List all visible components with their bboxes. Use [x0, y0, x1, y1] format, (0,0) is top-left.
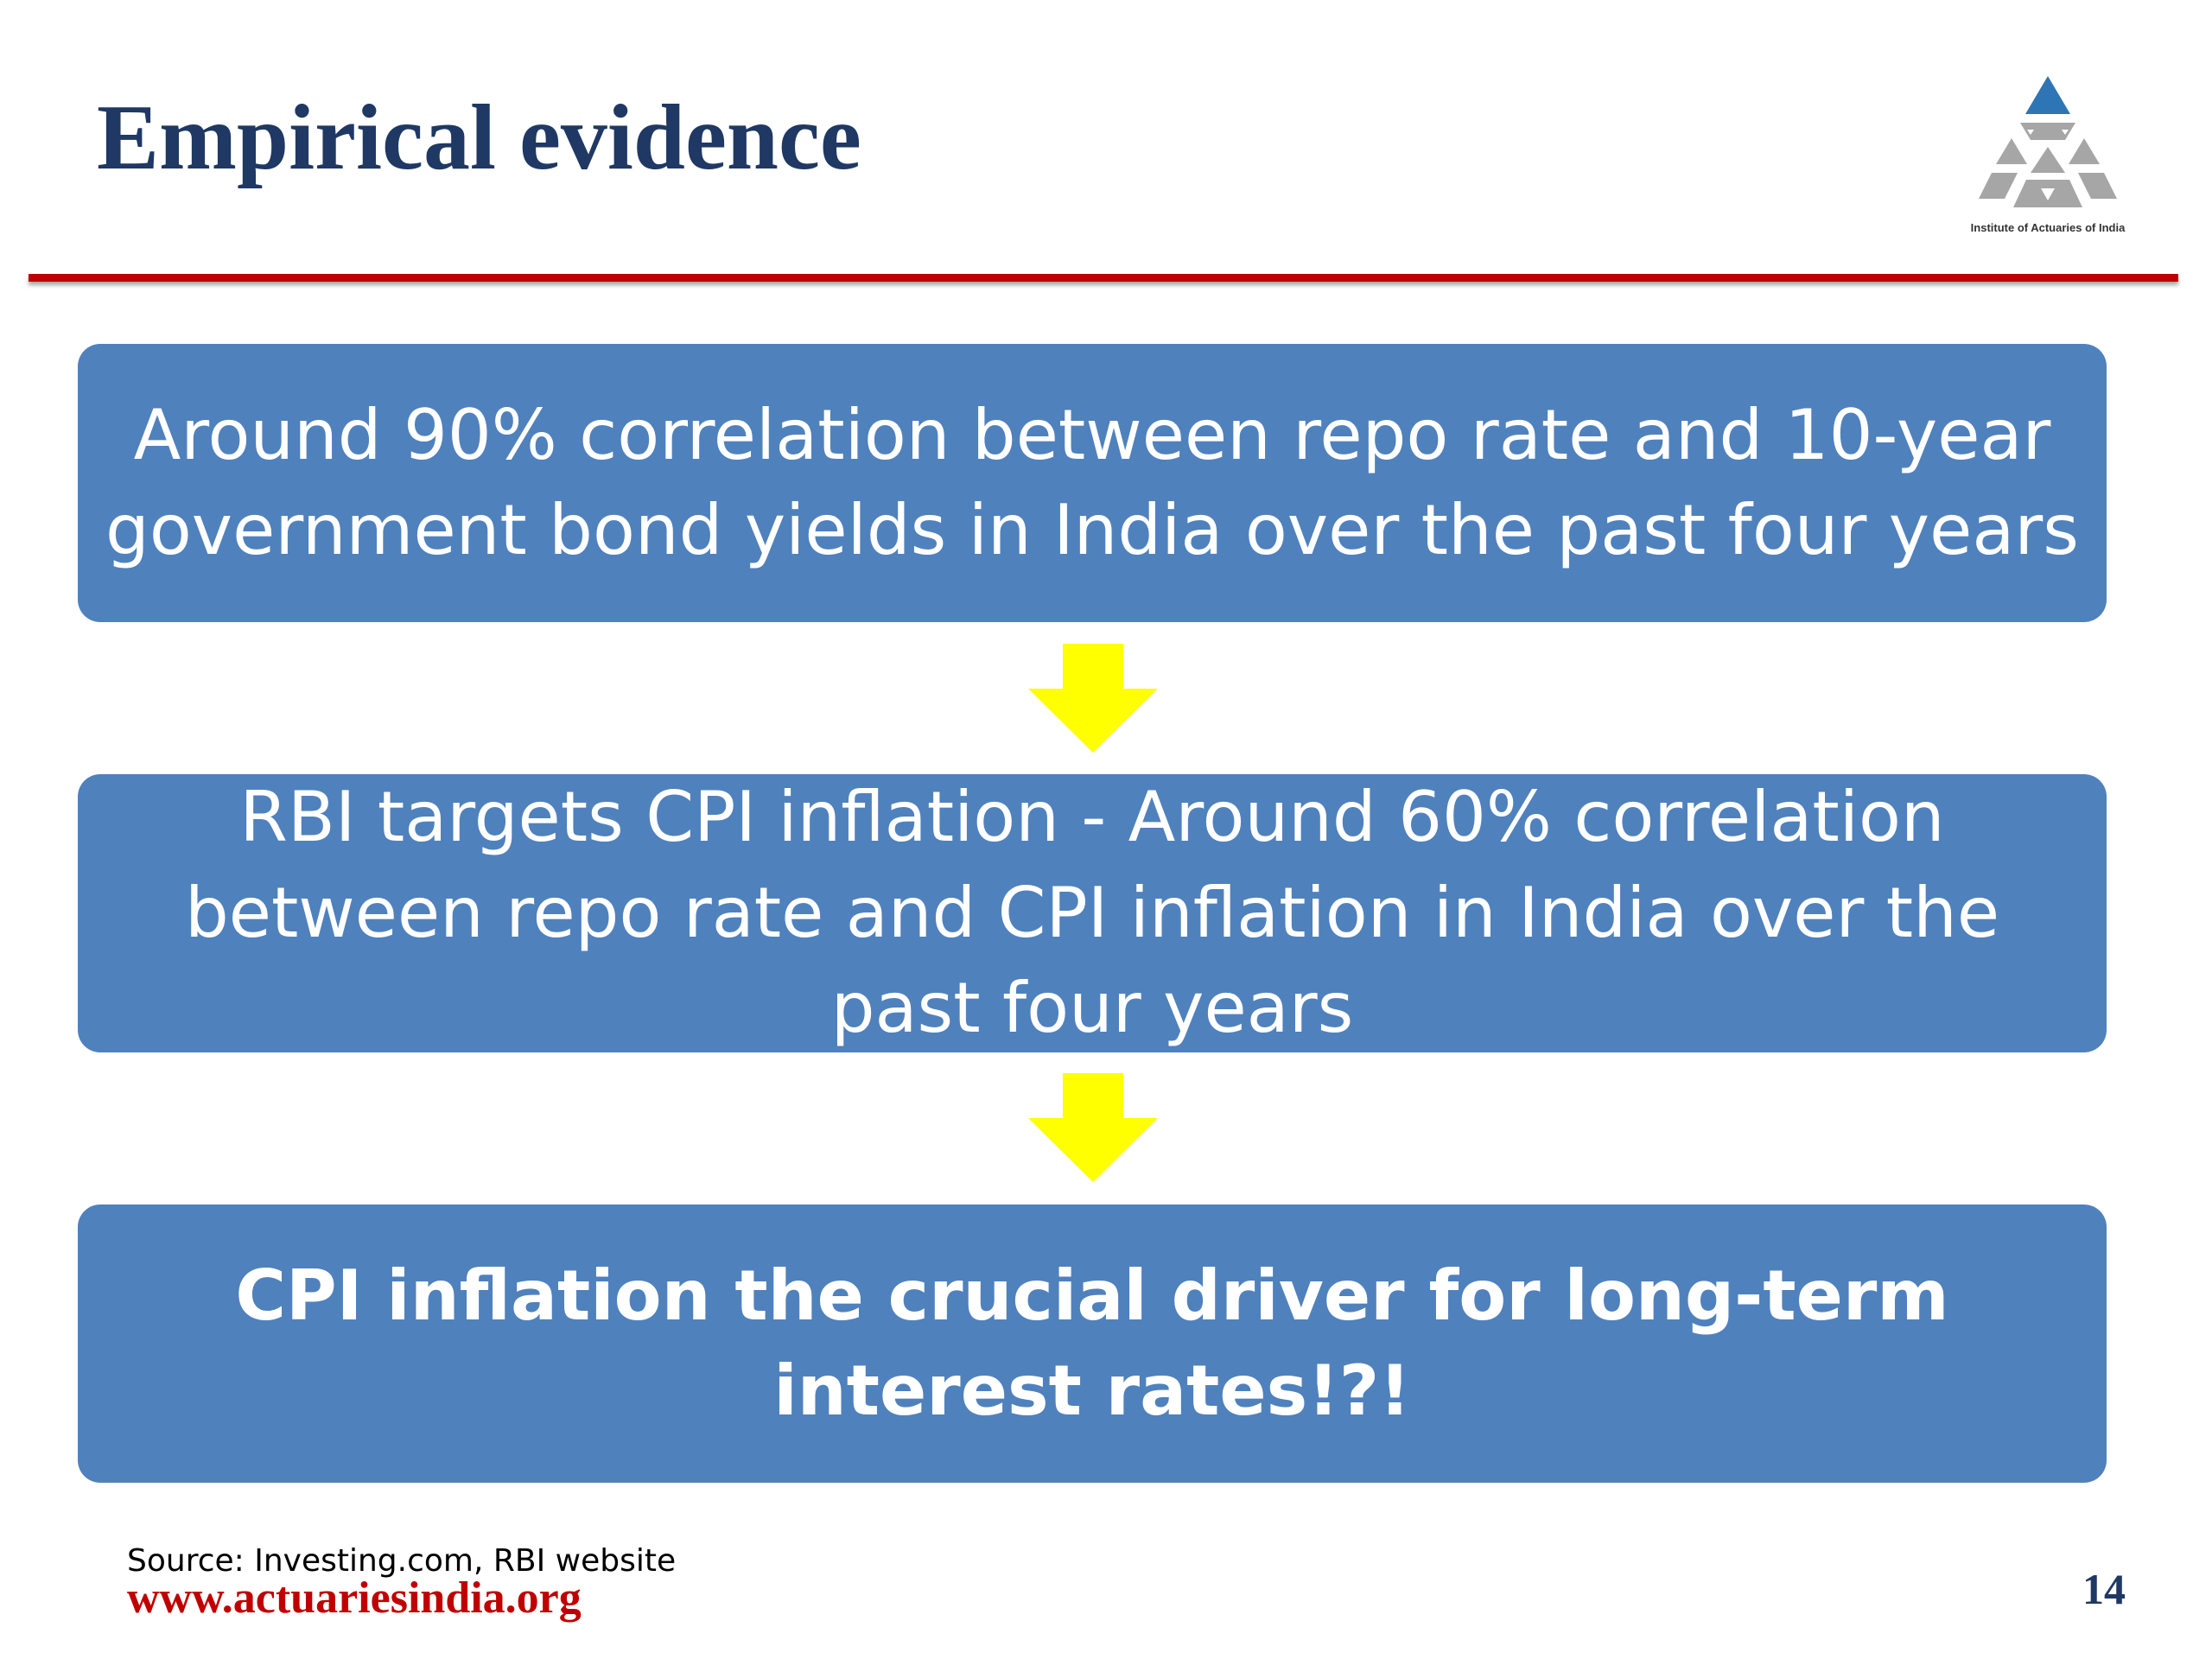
down-arrow-icon [1028, 1073, 1158, 1182]
institute-logo-icon [1944, 69, 2152, 242]
website-link[interactable]: www.actuariesindia.org [127, 1573, 582, 1623]
slide-title: Empirical evidence [97, 86, 861, 189]
logo-caption: Institute of Actuaries of India [1970, 221, 2126, 234]
evidence-box-cpi-inflation: RBI targets CPI inflation - Around 60% c… [78, 774, 2107, 1052]
page-number: 14 [2082, 1565, 2126, 1613]
evidence-text-bond-yields: Around 90% correlation between repo rate… [105, 394, 2079, 570]
evidence-text-cpi-inflation: RBI targets CPI inflation - Around 60% c… [184, 777, 2000, 1049]
source-note: Source: Investing.com, RBI website [127, 1543, 677, 1579]
conclusion-text: CPI inflation the crucial driver for lon… [235, 1255, 1949, 1431]
conclusion-box: CPI inflation the crucial driver for lon… [78, 1205, 2107, 1483]
evidence-box-bond-yields: Around 90% correlation between repo rate… [78, 344, 2107, 622]
down-arrow-icon [1028, 644, 1158, 753]
title-divider [29, 274, 2178, 282]
